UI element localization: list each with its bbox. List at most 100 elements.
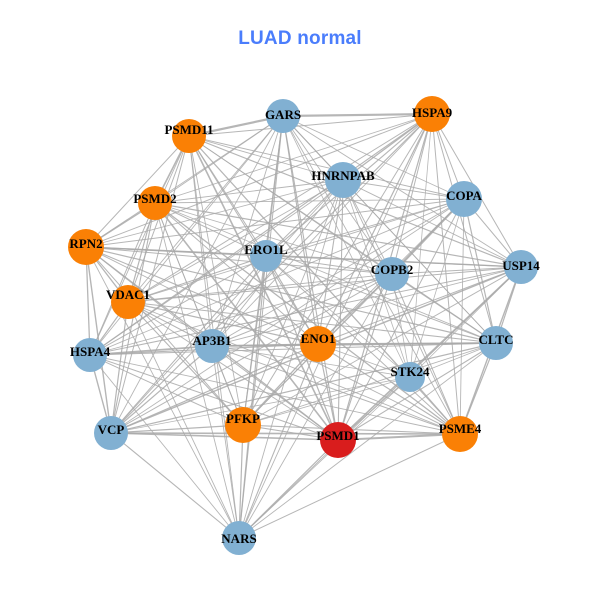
graph-edge [110,432,461,435]
graph-edge [282,115,461,435]
graph-edge [127,301,240,539]
graph-edge [127,301,339,441]
node-label: HNRNPAB [311,168,375,183]
node-label: ERO1L [244,242,288,257]
node-circle[interactable] [68,229,104,265]
graph-node[interactable]: COPA [446,181,483,217]
graph-node[interactable]: PSMD1 [316,422,360,458]
graph-edge [238,342,497,539]
graph-edge [85,115,284,248]
graph-edge [110,424,244,434]
graph-edge [211,345,339,441]
node-circle[interactable] [325,162,361,198]
node-circle[interactable] [138,186,172,220]
graph-edge [127,198,465,303]
graph-edge [265,255,411,378]
node-circle[interactable] [94,416,128,450]
graph-node[interactable]: NARS [221,521,257,555]
graph-node[interactable]: PFKP [225,407,261,443]
graph-node[interactable]: PSMD2 [133,186,177,220]
graph-node[interactable]: RPN2 [68,229,104,265]
graph-node[interactable]: STK24 [390,362,430,392]
node-label: PFKP [226,411,260,426]
graph-node[interactable]: HSPA4 [70,338,111,372]
graph-edge [89,354,461,435]
graph-node[interactable]: PSMD11 [164,119,214,153]
graph-edge [188,135,244,426]
graph-edge [110,432,339,441]
node-circle[interactable] [479,326,513,360]
graph-edge [391,273,461,435]
node-circle[interactable] [250,240,282,272]
node-label: RPN2 [69,236,102,251]
node-circle[interactable] [195,329,229,363]
node-circle[interactable] [414,96,450,132]
node-circle[interactable] [266,99,300,133]
node-circle[interactable] [442,416,478,452]
graph-edge [154,179,344,204]
node-label: CLTC [479,332,514,347]
graph-node[interactable]: HNRNPAB [311,162,375,198]
graph-edge [242,376,411,426]
graph-edge [282,115,522,268]
graph-edge [211,345,461,435]
graph-edge [238,439,339,539]
graph-edge [265,255,393,275]
graph-node[interactable]: COPB2 [371,257,414,291]
graph-edge [317,342,497,345]
node-circle[interactable] [222,521,256,555]
graph-edge [85,198,465,248]
graph-edge [89,255,267,356]
node-circle[interactable] [225,407,261,443]
graph-edge [89,354,240,539]
graph-edge [85,246,112,434]
graph-edge [89,179,344,356]
node-circle[interactable] [375,257,409,291]
graph-edge [238,424,244,539]
graph-node[interactable]: VDAC1 [106,285,150,319]
graph-edge [127,255,267,303]
graph-edge [342,179,522,268]
node-label: COPB2 [371,262,414,277]
graph-edge [110,345,213,434]
node-circle[interactable] [300,326,336,362]
graph-edge [238,255,267,539]
graph-node[interactable]: ERO1L [244,240,288,272]
node-circle[interactable] [504,250,538,284]
graph-edge [188,113,433,137]
graph-edge [337,179,344,441]
graph-edge [188,135,465,200]
graph-edge [127,301,244,426]
node-circle[interactable] [172,119,206,153]
graph-node[interactable]: PSME4 [439,416,482,452]
graph-edge [238,433,461,539]
node-circle[interactable] [395,362,425,392]
graph-node[interactable]: ENO1 [300,326,336,362]
graph-edge [110,115,284,434]
graph-edge [127,273,393,303]
graph-edge [154,202,267,257]
graph-node[interactable]: AP3B1 [193,329,232,363]
graph-edge [154,202,339,441]
node-circle[interactable] [446,181,482,217]
graph-node[interactable]: CLTC [479,326,514,360]
node-circle[interactable] [320,422,356,458]
node-label: STK24 [390,364,430,379]
graph-node[interactable]: HSPA9 [412,96,453,132]
node-circle[interactable] [73,338,107,372]
node-label: HSPA4 [70,344,111,359]
graph-edge [238,179,344,539]
graph-node[interactable]: USP14 [502,250,540,284]
graph-edge [89,342,497,356]
node-circle[interactable] [111,285,145,319]
graph-edge [391,266,522,275]
graph-edge [337,342,497,441]
graph-edge [188,135,344,181]
graph-edge [431,113,497,344]
graph-edge [85,135,190,248]
graph-edge [89,135,190,356]
node-label: AP3B1 [193,333,232,348]
graph-node[interactable]: GARS [265,99,301,133]
graph-node[interactable]: VCP [94,416,128,450]
node-label: COPA [446,188,482,203]
